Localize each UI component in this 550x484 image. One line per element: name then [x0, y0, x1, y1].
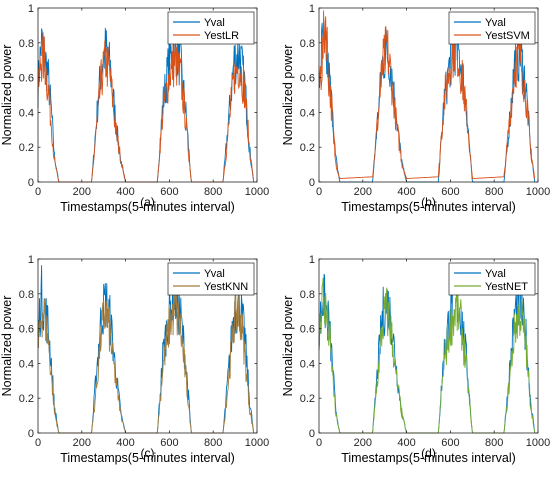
x-tick-label: 800	[204, 186, 222, 198]
y-tick-label: 0.8	[300, 289, 315, 301]
y-tick-label: 0	[309, 428, 315, 440]
legend-box	[167, 11, 255, 45]
subplot-caption: (b)	[421, 195, 436, 209]
x-tick-label: 1000	[245, 186, 269, 198]
x-tick-label: 600	[160, 437, 178, 449]
y-axis-label: Normalized power	[0, 45, 14, 146]
axes-box	[318, 258, 539, 434]
subplot-caption: (a)	[140, 195, 155, 209]
y-tick-label: 0.8	[300, 38, 315, 50]
subplot-c: 0 200 400 600 800 1000 0 0.2 0.4 0.6 0.8 1 Timestamp…	[0, 254, 269, 465]
legend-label-yval: Yval	[204, 17, 225, 29]
x-tick-label: 200	[73, 437, 91, 449]
y-tick-label: 0.2	[300, 142, 315, 154]
x-tick-label: 400	[397, 186, 415, 198]
y-tick-label: 0	[309, 177, 315, 189]
x-tick-label: 0	[316, 186, 322, 198]
subplot-caption: (c)	[141, 446, 155, 460]
legend-box	[167, 262, 255, 296]
y-tick-label: 0.6	[300, 73, 315, 85]
y-tick-label: 0.4	[19, 107, 34, 119]
y-tick-label: 0.2	[300, 393, 315, 405]
x-tick-label: 200	[354, 186, 372, 198]
y-tick-label: 0.4	[300, 107, 315, 119]
x-tick-label: 400	[116, 186, 134, 198]
x-tick-label: 0	[35, 186, 41, 198]
x-tick-label: 800	[204, 437, 222, 449]
x-tick-label: 200	[354, 437, 372, 449]
legend-label-yestsvm: YestSVM	[485, 30, 530, 42]
legend-label-yval: Yval	[485, 17, 506, 29]
y-tick-label: 0.2	[19, 393, 34, 405]
y-tick-label: 0	[28, 177, 34, 189]
y-tick-label: 0	[28, 428, 34, 440]
y-tick-label: 0.4	[19, 358, 34, 370]
legend-label-yestnet: YestNET	[485, 281, 528, 293]
x-tick-label: 1000	[526, 437, 550, 449]
x-tick-label: 400	[397, 437, 415, 449]
y-tick-label: 0.2	[19, 142, 34, 154]
y-axis-label: Normalized power	[281, 296, 295, 397]
subplot-d: 0 200 400 600 800 1000 0 0.2 0.4 0.6 0.8 1 Timestamp…	[281, 254, 550, 465]
legend-label-yestknn: YestKNN	[204, 281, 248, 293]
x-tick-label: 0	[316, 437, 322, 449]
legend-box	[448, 262, 536, 296]
x-tick-label: 0	[35, 437, 41, 449]
x-tick-label: 200	[73, 186, 91, 198]
x-tick-label: 600	[160, 186, 178, 198]
x-tick-label: 1000	[245, 437, 269, 449]
axes-box	[318, 7, 539, 183]
y-tick-label: 0.4	[300, 358, 315, 370]
y-tick-label: 0.6	[300, 324, 315, 336]
x-axis-label: Timestamps(5-minutes interval)	[60, 451, 235, 465]
subplot-a: 0 200 400 600 800 1000 0 0.2 0.4 0.6 0.8 1 Timestamp…	[0, 3, 269, 214]
y-tick-label: 1	[309, 254, 315, 266]
y-tick-label: 0.6	[19, 73, 34, 85]
x-tick-label: 1000	[526, 186, 550, 198]
y-axis-label: Normalized power	[281, 45, 295, 146]
legend-box	[448, 11, 536, 45]
legend-label-yestlr: YestLR	[204, 30, 239, 42]
subplot-caption: (d)	[421, 446, 436, 460]
subplot-b: 0 200 400 600 800 1000 0 0.2 0.4 0.6 0.8 1 Timestamp…	[281, 3, 550, 214]
legend-label-yval: Yval	[204, 268, 225, 280]
axes-box	[37, 7, 258, 183]
series-line-yestsvm	[318, 10, 536, 179]
y-tick-label: 1	[28, 3, 34, 15]
y-axis-label: Normalized power	[0, 296, 14, 397]
y-tick-label: 0.8	[19, 38, 34, 50]
x-axis-label: Timestamps(5-minutes interval)	[341, 451, 516, 465]
y-tick-label: 0.8	[19, 289, 34, 301]
y-tick-label: 1	[28, 254, 34, 266]
x-axis-label: Timestamps(5-minutes interval)	[341, 200, 516, 214]
x-tick-label: 800	[485, 186, 503, 198]
x-axis-label: Timestamps(5-minutes interval)	[60, 200, 235, 214]
x-tick-label: 600	[441, 186, 459, 198]
x-tick-label: 800	[485, 437, 503, 449]
y-tick-label: 0.6	[19, 324, 34, 336]
x-tick-label: 400	[116, 437, 134, 449]
legend-label-yval: Yval	[485, 268, 506, 280]
x-tick-label: 600	[441, 437, 459, 449]
y-tick-label: 1	[309, 3, 315, 15]
axes-box	[37, 258, 258, 434]
